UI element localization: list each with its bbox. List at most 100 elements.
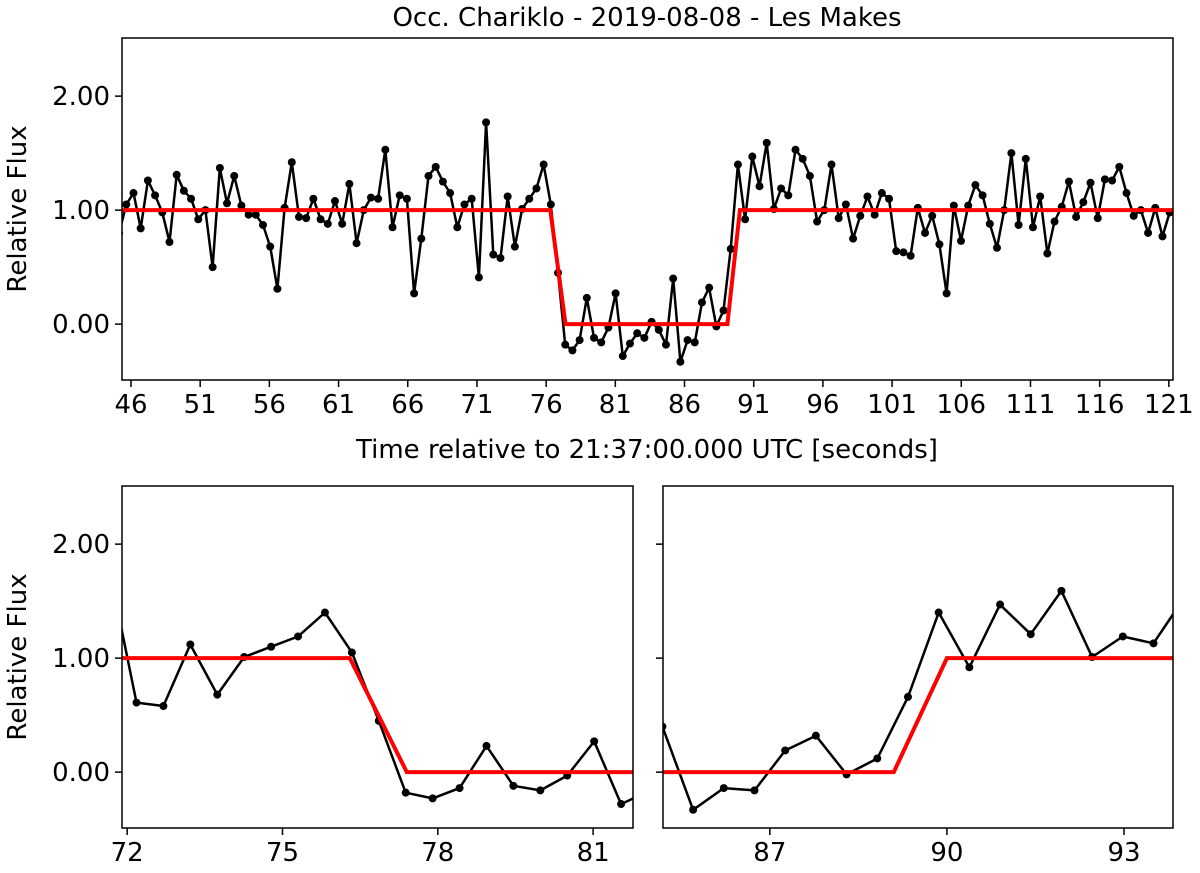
data-point	[1026, 630, 1035, 639]
data-point	[806, 723, 814, 731]
data-point	[698, 782, 706, 790]
data-point	[940, 732, 948, 740]
data-point	[467, 194, 476, 203]
data-point	[633, 329, 642, 338]
data-point	[1102, 601, 1110, 609]
data-point	[777, 184, 786, 193]
data-point	[136, 224, 145, 233]
x-tick-label: 71	[460, 390, 493, 420]
data-point	[590, 333, 599, 342]
data-point	[1144, 228, 1153, 237]
x-tick-label: 61	[322, 390, 355, 420]
data-point	[143, 176, 152, 185]
data-point	[849, 234, 858, 243]
data-point	[503, 192, 512, 201]
model-line	[122, 208, 1173, 327]
data-point	[321, 782, 329, 790]
data-point	[1086, 178, 1095, 187]
data-point	[347, 648, 356, 657]
data-point	[994, 754, 1002, 762]
x-tick-label: 51	[184, 390, 217, 420]
data-point	[719, 784, 728, 793]
data-point	[611, 289, 620, 298]
plot-area	[137, 586, 1173, 814]
data-point	[899, 248, 908, 257]
y-tick-label: 2.00	[52, 82, 110, 112]
data-point	[750, 786, 759, 795]
data-point	[859, 784, 867, 792]
data-point	[1050, 217, 1059, 226]
data-point	[1093, 214, 1102, 223]
data-point	[928, 211, 937, 220]
data-point	[424, 171, 433, 180]
data-point	[957, 236, 966, 245]
data-point	[453, 223, 462, 232]
data-point	[294, 632, 303, 641]
data-point	[352, 239, 361, 248]
x-tick-label: 81	[577, 838, 610, 868]
data-point	[388, 223, 397, 232]
data-point	[906, 251, 915, 260]
data-point	[290, 742, 298, 750]
x-tick-label: 87	[753, 838, 786, 868]
data-point	[431, 162, 440, 171]
data-point	[781, 746, 790, 755]
data-point	[187, 194, 196, 203]
data-point	[886, 786, 894, 794]
x-tick-label: 96	[806, 390, 839, 420]
data-point	[323, 219, 332, 228]
data-point	[374, 194, 383, 203]
x-tick-label: 78	[421, 838, 454, 868]
data-point	[230, 171, 239, 180]
data-point	[1028, 223, 1037, 232]
data-point	[885, 194, 894, 203]
data-point	[215, 163, 224, 172]
data-point	[402, 194, 411, 203]
data-point	[964, 201, 973, 210]
data-point	[287, 158, 296, 167]
data-point	[1075, 663, 1083, 671]
data-point	[779, 789, 787, 797]
x-axis-label: Time relative to 21:37:00.000 UTC [secon…	[355, 435, 938, 465]
chart-title: Occ. Chariklo - 2019-08-08 - Les Makes	[392, 3, 901, 33]
x-tick-label: 56	[253, 390, 286, 420]
data-point	[366, 193, 375, 202]
data-point	[1122, 189, 1131, 198]
data-point	[597, 774, 605, 782]
data-point	[689, 805, 698, 814]
data-point	[316, 215, 325, 224]
data-point	[863, 192, 872, 201]
data-point	[841, 200, 850, 209]
data-point	[474, 788, 482, 796]
data-point	[510, 242, 519, 251]
data-point	[561, 340, 570, 349]
data-point	[755, 182, 764, 191]
data-point	[690, 338, 699, 347]
data-point	[482, 741, 491, 750]
data-point	[208, 263, 217, 272]
data-point	[345, 179, 354, 188]
data-point	[79, 721, 87, 729]
data-point	[942, 289, 951, 298]
data-point	[351, 786, 359, 794]
data-point	[382, 772, 390, 780]
data-point	[1072, 212, 1081, 221]
data-point	[413, 737, 421, 745]
data-point	[741, 215, 750, 224]
data-point	[683, 336, 692, 345]
x-tick-label: 76	[530, 390, 563, 420]
data-point	[1156, 587, 1164, 595]
x-tick-label: 90	[930, 838, 963, 868]
data-point	[137, 648, 145, 656]
data-point	[967, 770, 975, 778]
data-point	[1182, 653, 1190, 661]
data-point	[1079, 198, 1088, 207]
data-point	[705, 283, 714, 292]
data-point	[992, 243, 1001, 252]
data-point	[509, 781, 518, 790]
data-point	[1108, 176, 1117, 185]
data-point	[165, 238, 174, 247]
data-point	[267, 642, 276, 651]
data-point	[198, 789, 206, 797]
data-point	[546, 200, 555, 209]
